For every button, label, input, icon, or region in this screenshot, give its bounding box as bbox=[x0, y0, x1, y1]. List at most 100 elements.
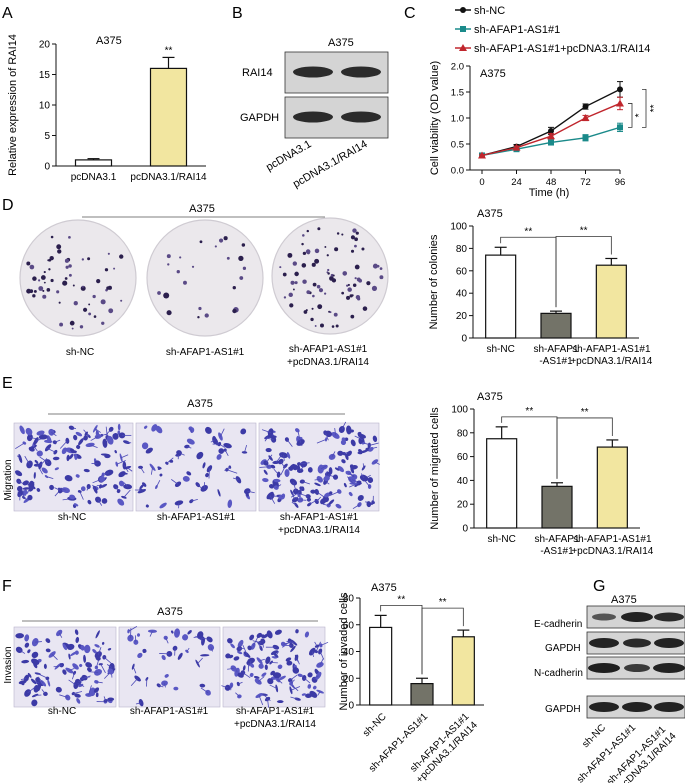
cell-process bbox=[79, 491, 84, 500]
cell bbox=[346, 425, 352, 435]
cell bbox=[307, 672, 313, 678]
chart-e-y-tick-label-3: 60 bbox=[457, 452, 469, 463]
cell-process bbox=[244, 444, 248, 453]
cell-process bbox=[123, 482, 128, 487]
blot-g-row-label-3: N-cadherin bbox=[534, 668, 583, 679]
colony bbox=[312, 282, 317, 287]
dish-label-1: sh-NC bbox=[66, 347, 94, 358]
cell-process bbox=[325, 432, 329, 441]
cell-process bbox=[230, 685, 232, 691]
colony bbox=[38, 279, 41, 282]
colony bbox=[352, 228, 357, 233]
cell bbox=[199, 683, 206, 688]
cell bbox=[27, 672, 32, 678]
cell-process bbox=[178, 452, 185, 456]
colony bbox=[232, 286, 236, 290]
cell bbox=[177, 652, 183, 660]
colony-dish-2 bbox=[146, 219, 264, 337]
chart-e-y-tick-label-4: 80 bbox=[457, 428, 469, 439]
cell bbox=[22, 480, 29, 486]
chart-d-sig-1: ** bbox=[580, 225, 588, 236]
colony bbox=[341, 233, 344, 236]
cell bbox=[155, 425, 163, 434]
colony bbox=[331, 278, 337, 283]
colony bbox=[26, 288, 32, 294]
colony bbox=[93, 315, 97, 318]
blot-b-rai14-band-2 bbox=[341, 66, 381, 78]
cell-process bbox=[267, 699, 269, 708]
cell bbox=[41, 467, 48, 474]
chart-d-y-tick-label-2: 40 bbox=[456, 289, 468, 300]
cell bbox=[182, 476, 190, 482]
colony-dish-1 bbox=[19, 219, 137, 337]
chart-e-bar-2 bbox=[596, 446, 628, 529]
series-0-point-4 bbox=[617, 86, 623, 93]
cell bbox=[206, 636, 213, 643]
colony bbox=[38, 286, 44, 291]
colony bbox=[57, 249, 62, 254]
cell bbox=[324, 492, 331, 498]
cell bbox=[312, 685, 317, 690]
colony bbox=[73, 301, 78, 306]
cell-process bbox=[256, 640, 262, 649]
chart-e-y-label: Number of migrated cells bbox=[429, 407, 441, 530]
cell-process bbox=[77, 683, 85, 687]
cell-process bbox=[165, 637, 169, 644]
cell-process bbox=[41, 689, 46, 695]
chart-a-x-label-1-line-1: pcDNA3.1/RAI14 bbox=[130, 172, 207, 183]
cell-process bbox=[252, 636, 259, 647]
chart-f-bar-2 bbox=[451, 636, 475, 706]
chart-c-x-label: Time (h) bbox=[529, 187, 570, 199]
migration-images bbox=[13, 421, 380, 512]
cell bbox=[272, 672, 282, 679]
cell bbox=[306, 497, 311, 502]
cell-process bbox=[149, 631, 153, 637]
invasion-image-1 bbox=[13, 626, 117, 708]
colony bbox=[283, 296, 287, 299]
cell bbox=[38, 461, 43, 470]
colony bbox=[32, 294, 36, 298]
colony bbox=[334, 247, 339, 252]
cell bbox=[46, 435, 52, 444]
colony bbox=[282, 272, 287, 277]
colony bbox=[335, 324, 339, 328]
cell-process bbox=[242, 644, 248, 655]
chart-c-y-label: Cell viability (OD value) bbox=[429, 61, 441, 175]
legend-marker-2 bbox=[459, 44, 467, 51]
cell-process bbox=[296, 657, 299, 662]
cell-process bbox=[51, 431, 57, 437]
cell bbox=[337, 466, 345, 473]
colony bbox=[88, 303, 91, 306]
cell-process bbox=[311, 651, 314, 658]
blot-g-band-3-2 bbox=[624, 664, 650, 672]
chart-a-y-label: Relative expression of RAI14 bbox=[7, 34, 19, 176]
cell-process bbox=[16, 455, 21, 459]
cell bbox=[367, 477, 374, 484]
colony bbox=[33, 289, 37, 293]
colony bbox=[83, 307, 88, 312]
cell-process bbox=[325, 481, 330, 485]
panel-letter-b: B bbox=[232, 5, 243, 22]
cell bbox=[102, 438, 108, 448]
colony bbox=[318, 288, 324, 293]
cell bbox=[170, 630, 174, 634]
colony bbox=[302, 234, 305, 237]
cell bbox=[309, 690, 318, 698]
chart-d-bar-0 bbox=[485, 254, 517, 339]
cell bbox=[225, 653, 231, 659]
cell bbox=[205, 472, 210, 478]
cell-process bbox=[59, 694, 68, 698]
blot-b-gapdh-band-2 bbox=[341, 111, 381, 123]
cell bbox=[270, 650, 279, 656]
cell bbox=[99, 476, 106, 483]
colony bbox=[355, 294, 361, 300]
cell bbox=[34, 459, 39, 464]
colony bbox=[56, 290, 60, 294]
blot-g-cell-line: A375 bbox=[611, 594, 637, 606]
colony bbox=[101, 321, 105, 325]
cell bbox=[237, 650, 243, 655]
cell-process bbox=[226, 469, 238, 474]
colony bbox=[314, 248, 320, 254]
colony-dish-2-colonies bbox=[157, 236, 247, 319]
colony bbox=[50, 278, 54, 283]
